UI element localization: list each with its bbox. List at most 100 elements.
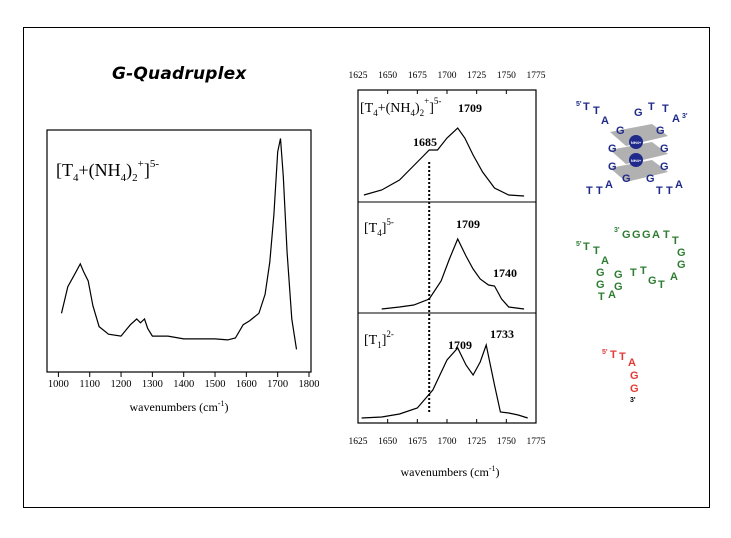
red-5prime: 5' [602, 349, 608, 356]
blue-base-4: G [634, 107, 643, 119]
left-x-ticks: 1000 1100 1200 1300 1400 1500 1600 1700 1800 [48, 372, 319, 390]
green-base-11: G [677, 259, 686, 271]
blue-base-20: T [666, 185, 673, 197]
blue-base-14: G [622, 173, 631, 185]
left-x-tick-label: 1200 [111, 379, 132, 390]
blue-base-6: T [662, 103, 669, 115]
green-hairpin-structure: 3' G G G A T T 5' T T A G G G G T T A G … [576, 227, 686, 303]
green-3prime: 3' [614, 227, 620, 234]
left-x-tick-label: 1600 [236, 379, 257, 390]
left-spectrum-line [60, 138, 298, 350]
blue-base-7: A [672, 113, 680, 125]
green-base-12: G [596, 267, 605, 279]
blue-quadruplex-structure: NH4+ NH4+ 5' T T A G T T A 3' G G G G G … [576, 101, 688, 197]
top-x-tick-label: 1775 [527, 71, 546, 81]
red-strand-structure: 5' T T A G G 3' [602, 349, 639, 404]
bottom-x-tick-label: 1675 [408, 437, 427, 447]
green-base-2: G [632, 229, 641, 241]
bottom-panel-label: [T1]2- [364, 329, 394, 350]
green-base-14: T [630, 267, 637, 279]
green-base-3: G [642, 229, 651, 241]
blue-stacked-plane-bottom [610, 160, 668, 182]
left-spectrum-label: [T4+(NH4)2+]5- [56, 158, 159, 184]
bottom-x-ticks: 1625 1650 1675 1700 1725 1750 1775 [349, 419, 546, 447]
green-base-6: T [672, 235, 679, 247]
green-base-21: T [598, 291, 605, 303]
red-base-1: T [610, 349, 617, 361]
blue-3prime: 3' [682, 113, 688, 120]
blue-base-10: G [608, 143, 617, 155]
stacked-frame [357, 89, 537, 424]
annotation-1740: 1740 [493, 266, 517, 280]
page-title: G-Quadruplex [112, 64, 247, 84]
left-x-tick-label: 1800 [299, 379, 320, 390]
top-x-tick-label: 1725 [467, 71, 486, 81]
red-3prime: 3' [630, 397, 636, 404]
annotation-1685: 1685 [413, 135, 437, 149]
blue-stacked-plane-top [610, 124, 668, 146]
slide-frame [23, 27, 710, 508]
top-x-tick-label: 1700 [438, 71, 457, 81]
top-spectrum-line [363, 127, 525, 197]
left-x-tick-label: 1500 [205, 379, 226, 390]
red-base-3: A [628, 357, 636, 369]
green-5prime: 5' [576, 241, 582, 248]
left-plot-frame [46, 129, 312, 373]
blue-base-8: G [616, 125, 625, 137]
top-x-tick-label: 1675 [408, 71, 427, 81]
nh4-label-2: NH4+ [631, 158, 642, 163]
bottom-x-tick-label: 1725 [467, 437, 486, 447]
left-series-group [60, 138, 298, 350]
bottom-x-tick-label: 1775 [527, 437, 546, 447]
top-x-tick-label: 1650 [378, 71, 397, 81]
annotation-1709-middle: 1709 [456, 217, 480, 231]
green-base-15: T [640, 265, 647, 277]
bottom-x-tick-label: 1625 [349, 437, 368, 447]
left-x-tick-label: 1000 [48, 379, 69, 390]
green-base-20: T [658, 279, 665, 291]
blue-base-21: A [675, 179, 683, 191]
top-panel-label: [T4+(NH4)2+]5- [360, 96, 441, 118]
blue-base-12: G [608, 161, 617, 173]
blue-base-19: T [656, 185, 663, 197]
green-base-22: A [608, 289, 616, 301]
left-x-axis-label: wavenumbers (cm-1) [130, 399, 229, 414]
stacked-chart: 1625 1650 1675 1700 1725 1750 1775 [T4+(NH4)2+… [349, 71, 546, 479]
blue-base-15: G [646, 173, 655, 185]
ammonium-ion-1 [629, 135, 643, 149]
blue-base-3: A [601, 115, 609, 127]
middle-spectrum-line [381, 237, 525, 310]
blue-base-11: G [660, 143, 669, 155]
green-base-7: T [583, 241, 590, 253]
left-x-tick-label: 1300 [142, 379, 163, 390]
green-base-10: G [677, 247, 686, 259]
blue-base-16: T [586, 185, 593, 197]
green-base-13: G [614, 269, 623, 281]
green-base-9: A [601, 255, 609, 267]
annotation-1709-top: 1709 [458, 101, 482, 115]
blue-5prime: 5' [576, 101, 582, 108]
top-x-tick-label: 1625 [349, 71, 368, 81]
green-base-17: G [596, 279, 605, 291]
left-x-tick-label: 1400 [173, 379, 194, 390]
blue-base-2: T [593, 105, 600, 117]
bottom-x-tick-label: 1700 [438, 437, 457, 447]
green-base-16: A [670, 271, 678, 283]
blue-base-1: T [583, 101, 590, 113]
left-chart: [T4+(NH4)2+]5- 1000 1100 1200 1300 1400 1500 1… [46, 129, 319, 414]
bottom-spectrum-line [361, 342, 528, 419]
top-x-tick-label: 1750 [497, 71, 516, 81]
bottom-x-tick-label: 1750 [497, 437, 516, 447]
green-base-19: G [648, 275, 657, 287]
red-base-5: G [630, 383, 639, 395]
annotation-1733: 1733 [490, 327, 514, 341]
green-base-5: T [663, 229, 670, 241]
red-base-2: T [619, 351, 626, 363]
blue-stacked-plane-middle [610, 142, 668, 164]
ammonium-ion-2 [629, 153, 643, 167]
middle-panel-label: [T4]5- [364, 217, 394, 238]
green-base-18: G [614, 281, 623, 293]
left-x-tick-label: 1100 [79, 379, 100, 390]
stacked-x-axis-label: wavenumbers (cm-1) [401, 464, 500, 479]
left-x-tick-label: 1700 [267, 379, 288, 390]
